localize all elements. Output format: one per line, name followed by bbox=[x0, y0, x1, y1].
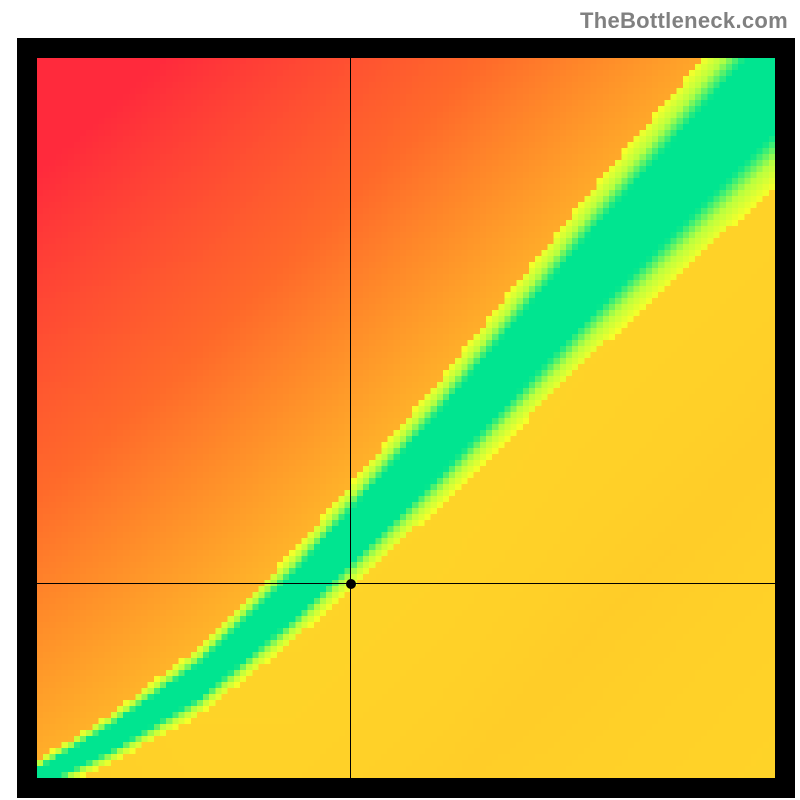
crosshair-horizontal bbox=[37, 583, 775, 584]
heatmap-canvas bbox=[37, 58, 775, 778]
crosshair-marker bbox=[346, 579, 356, 589]
attribution-label: TheBottleneck.com bbox=[580, 8, 788, 34]
heatmap-plot bbox=[37, 58, 775, 778]
root: TheBottleneck.com bbox=[0, 0, 800, 800]
crosshair-vertical bbox=[350, 58, 351, 778]
